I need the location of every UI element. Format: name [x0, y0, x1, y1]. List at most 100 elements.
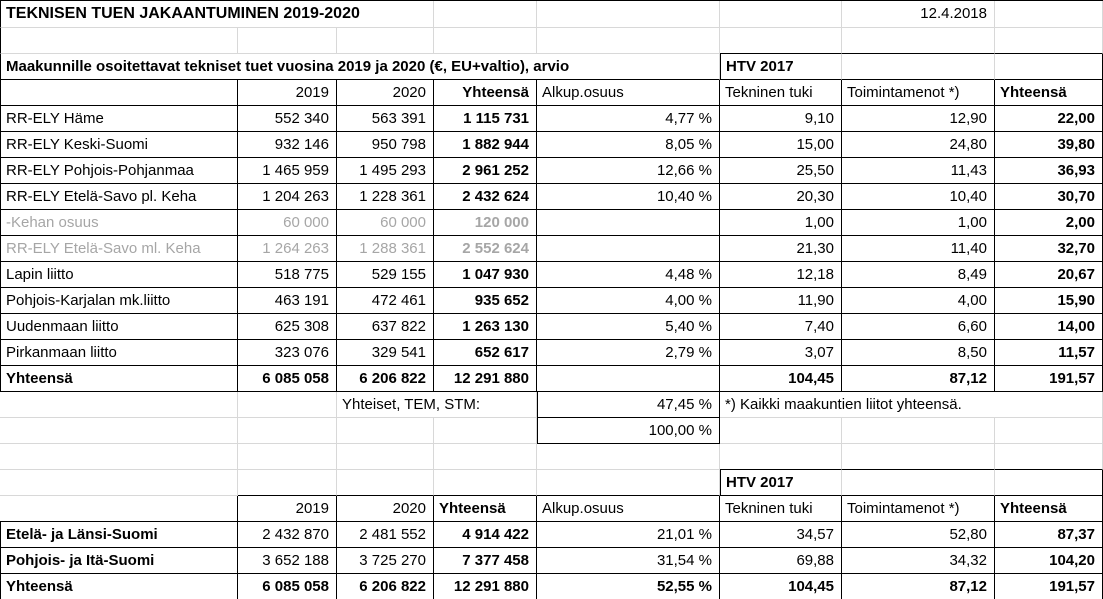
empty-cell[interactable]	[537, 444, 720, 470]
share-cell[interactable]: 4,77 %	[537, 106, 720, 132]
share-cell[interactable]	[537, 366, 720, 392]
empty-cell[interactable]	[842, 28, 995, 54]
label-cell[interactable]: -Kehan osuus	[0, 210, 238, 236]
header-operating-costs[interactable]: Toimintamenot *)	[842, 496, 995, 522]
oper-cell[interactable]: 24,80	[842, 132, 995, 158]
empty-cell[interactable]	[434, 470, 537, 496]
footnote-label[interactable]: *) Kaikki maakuntien liitot yhteensä.	[720, 392, 1103, 418]
empty-cell[interactable]	[434, 418, 537, 444]
tech-cell[interactable]: 25,50	[720, 158, 842, 184]
tech-cell[interactable]: 69,88	[720, 548, 842, 574]
empty-cell[interactable]	[995, 28, 1103, 54]
total-cell[interactable]: 120 000	[434, 210, 537, 236]
y2020-cell[interactable]: 2 481 552	[337, 522, 434, 548]
empty-cell[interactable]	[842, 444, 995, 470]
empty-cell[interactable]	[842, 470, 995, 496]
y2020-cell[interactable]: 60 000	[337, 210, 434, 236]
y2020-cell[interactable]: 529 155	[337, 262, 434, 288]
share-cell[interactable]	[537, 210, 720, 236]
empty-cell[interactable]	[995, 54, 1103, 80]
oper-cell[interactable]: 10,40	[842, 184, 995, 210]
total-cell[interactable]: 1 263 130	[434, 314, 537, 340]
header-2020[interactable]: 2020	[337, 496, 434, 522]
empty-cell[interactable]	[337, 444, 434, 470]
label-cell[interactable]: RR-ELY Keski-Suomi	[0, 132, 238, 158]
empty-cell[interactable]	[995, 444, 1103, 470]
total-cell[interactable]: 1 882 944	[434, 132, 537, 158]
htv-2017-label[interactable]: HTV 2017	[720, 54, 842, 80]
empty-cell[interactable]	[0, 392, 238, 418]
total-cell[interactable]: 2 432 624	[434, 184, 537, 210]
oper-cell[interactable]: 4,00	[842, 288, 995, 314]
share-cell[interactable]: 8,05 %	[537, 132, 720, 158]
empty-cell[interactable]	[238, 28, 337, 54]
htv-cell[interactable]: 2,00	[995, 210, 1103, 236]
share-cell[interactable]: 21,01 %	[537, 522, 720, 548]
oper-cell[interactable]: 6,60	[842, 314, 995, 340]
label-cell[interactable]: Lapin liitto	[0, 262, 238, 288]
total-cell[interactable]: 1 047 930	[434, 262, 537, 288]
empty-cell[interactable]	[238, 392, 337, 418]
header-tech-support[interactable]: Tekninen tuki	[720, 80, 842, 106]
empty-cell[interactable]	[0, 418, 238, 444]
empty-cell[interactable]	[337, 28, 434, 54]
total-cell[interactable]: 2 961 252	[434, 158, 537, 184]
oper-cell[interactable]: 8,50	[842, 340, 995, 366]
empty-cell[interactable]	[720, 1, 842, 28]
tech-cell[interactable]: 15,00	[720, 132, 842, 158]
y2019-cell[interactable]: 3 652 188	[238, 548, 337, 574]
tech-cell[interactable]: 9,10	[720, 106, 842, 132]
y2020-cell[interactable]: 950 798	[337, 132, 434, 158]
htv-cell[interactable]: 104,20	[995, 548, 1103, 574]
y2019-cell[interactable]: 1 264 263	[238, 236, 337, 262]
empty-cell[interactable]	[337, 470, 434, 496]
share-cell[interactable]: 12,66 %	[537, 158, 720, 184]
header-share[interactable]: Alkup.osuus	[537, 496, 720, 522]
y2020-cell[interactable]: 637 822	[337, 314, 434, 340]
empty-cell[interactable]	[434, 1, 537, 28]
empty-cell[interactable]	[995, 470, 1103, 496]
tech-cell[interactable]: 104,45	[720, 366, 842, 392]
empty-cell[interactable]	[0, 444, 238, 470]
empty-cell[interactable]	[995, 1, 1103, 28]
oper-cell[interactable]: 8,49	[842, 262, 995, 288]
htv-cell[interactable]: 39,80	[995, 132, 1103, 158]
y2019-cell[interactable]: 518 775	[238, 262, 337, 288]
y2020-cell[interactable]: 3 725 270	[337, 548, 434, 574]
total-cell[interactable]: 12 291 880	[434, 574, 537, 599]
y2019-cell[interactable]: 932 146	[238, 132, 337, 158]
empty-cell[interactable]	[238, 444, 337, 470]
total-cell[interactable]: 1 115 731	[434, 106, 537, 132]
header-htv-total[interactable]: Yhteensä	[995, 496, 1103, 522]
tech-cell[interactable]: 7,40	[720, 314, 842, 340]
y2019-cell[interactable]: 2 432 870	[238, 522, 337, 548]
header-2019[interactable]: 2019	[238, 80, 337, 106]
htv-cell[interactable]: 20,67	[995, 262, 1103, 288]
htv-cell[interactable]: 30,70	[995, 184, 1103, 210]
oper-cell[interactable]: 52,80	[842, 522, 995, 548]
share-cell[interactable]: 4,48 %	[537, 262, 720, 288]
y2019-cell[interactable]: 625 308	[238, 314, 337, 340]
htv-cell[interactable]: 32,70	[995, 236, 1103, 262]
label-cell[interactable]: Yhteensä	[0, 366, 238, 392]
oper-cell[interactable]: 87,12	[842, 574, 995, 599]
header-2019[interactable]: 2019	[238, 496, 337, 522]
label-cell[interactable]: Uudenmaan liitto	[0, 314, 238, 340]
share-cell[interactable]: 5,40 %	[537, 314, 720, 340]
y2020-cell[interactable]: 6 206 822	[337, 366, 434, 392]
header-operating-costs[interactable]: Toimintamenot *)	[842, 80, 995, 106]
y2020-cell[interactable]: 329 541	[337, 340, 434, 366]
empty-cell[interactable]	[434, 444, 537, 470]
shared-tem-stm-label[interactable]: Yhteiset, TEM, STM:	[337, 392, 537, 418]
label-cell[interactable]: Etelä- ja Länsi-Suomi	[0, 522, 238, 548]
share-cell[interactable]: 52,55 %	[537, 574, 720, 599]
share-total-value[interactable]: 100,00 %	[537, 418, 720, 444]
htv-cell[interactable]: 11,57	[995, 340, 1103, 366]
label-cell[interactable]: RR-ELY Etelä-Savo pl. Keha	[0, 184, 238, 210]
total-cell[interactable]: 935 652	[434, 288, 537, 314]
date-label[interactable]: 12.4.2018	[842, 1, 995, 28]
y2019-cell[interactable]: 6 085 058	[238, 574, 337, 599]
label-cell[interactable]: Pohjois-Karjalan mk.liitto	[0, 288, 238, 314]
oper-cell[interactable]: 34,32	[842, 548, 995, 574]
empty-cell[interactable]	[842, 54, 995, 80]
